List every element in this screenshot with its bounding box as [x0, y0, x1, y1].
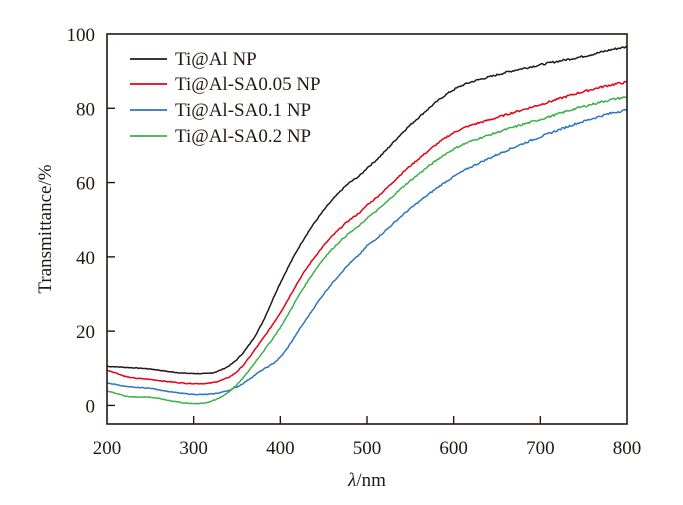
legend-label: Ti@Al NP [175, 49, 257, 70]
series-line-3 [106, 96, 628, 405]
series-line-2 [106, 108, 628, 396]
y-tick-label: 0 [86, 396, 96, 417]
legend-item: Ti@Al-SA0.05 NP [130, 74, 321, 95]
y-tick-label: 80 [76, 99, 95, 120]
y-axis: 0 20 40 60 80 100 [67, 25, 115, 417]
x-tick-label: 700 [526, 438, 555, 459]
y-tick-label: 20 [76, 322, 95, 343]
y-tick-label: 40 [76, 248, 95, 269]
legend-label: Ti@Al-SA0.1 NP [175, 100, 311, 121]
x-tick-label: 200 [93, 438, 122, 459]
legend-item: Ti@Al-SA0.2 NP [130, 126, 311, 147]
x-axis-label: λ/nm [347, 470, 386, 491]
x-tick-label: 600 [439, 438, 468, 459]
series-layer [106, 45, 628, 405]
x-tick-label: 800 [613, 438, 642, 459]
legend-item: Ti@Al NP [130, 49, 257, 70]
legend-label: Ti@Al-SA0.05 NP [175, 74, 321, 95]
x-tick-label: 400 [266, 438, 295, 459]
legend-label: Ti@Al-SA0.2 NP [175, 126, 311, 147]
x-axis-label-unit: /nm [356, 470, 386, 491]
y-tick-label: 100 [67, 25, 96, 46]
series-line-1 [106, 80, 628, 385]
x-axis-label-symbol: λ [347, 470, 356, 491]
y-axis-label: Transmittance/% [35, 164, 56, 293]
series-line-0 [107, 45, 628, 375]
x-tick-label: 500 [353, 438, 382, 459]
x-axis: 200 300 400 500 600 700 800 [93, 416, 642, 459]
x-tick-label: 300 [179, 438, 208, 459]
legend-item: Ti@Al-SA0.1 NP [130, 100, 311, 121]
legend: Ti@Al NP Ti@Al-SA0.05 NP Ti@Al-SA0.1 NP Ti@… [130, 49, 321, 147]
y-tick-label: 60 [76, 174, 95, 195]
